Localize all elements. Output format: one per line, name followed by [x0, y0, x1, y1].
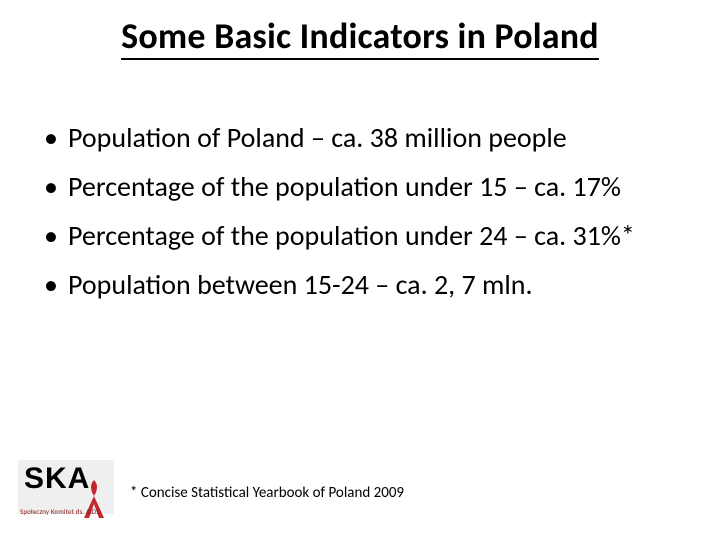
list-item: Percentage of the population under 15 – …: [40, 169, 680, 204]
list-item: Percentage of the population under 24 – …: [40, 218, 680, 253]
slide-title: Some Basic Indicators in Poland: [121, 18, 599, 60]
bullet-text: Population between 15-24 – ca. 2, 7 mln.: [68, 267, 533, 302]
bullet-text: Percentage of the population under 15 – …: [68, 169, 621, 204]
list-item: Population of Poland – ca. 38 million pe…: [40, 120, 680, 155]
footnote: * Concise Statistical Yearbook of Poland…: [130, 484, 404, 502]
bullet-text: Population of Poland – ca. 38 million pe…: [68, 120, 567, 155]
logo-subtext: Społeczny Komitet ds. AIDS: [20, 507, 100, 516]
logo: SKA Społeczny Komitet ds. AIDS: [18, 460, 114, 524]
slide: Some Basic Indicators in Poland Populati…: [0, 0, 720, 540]
list-item: Population between 15-24 – ca. 2, 7 mln.: [40, 267, 680, 302]
bullet-list: Population of Poland – ca. 38 million pe…: [40, 120, 680, 316]
bullet-text: Percentage of the population under 24 – …: [68, 218, 635, 253]
slide-title-wrap: Some Basic Indicators in Poland: [0, 18, 720, 60]
